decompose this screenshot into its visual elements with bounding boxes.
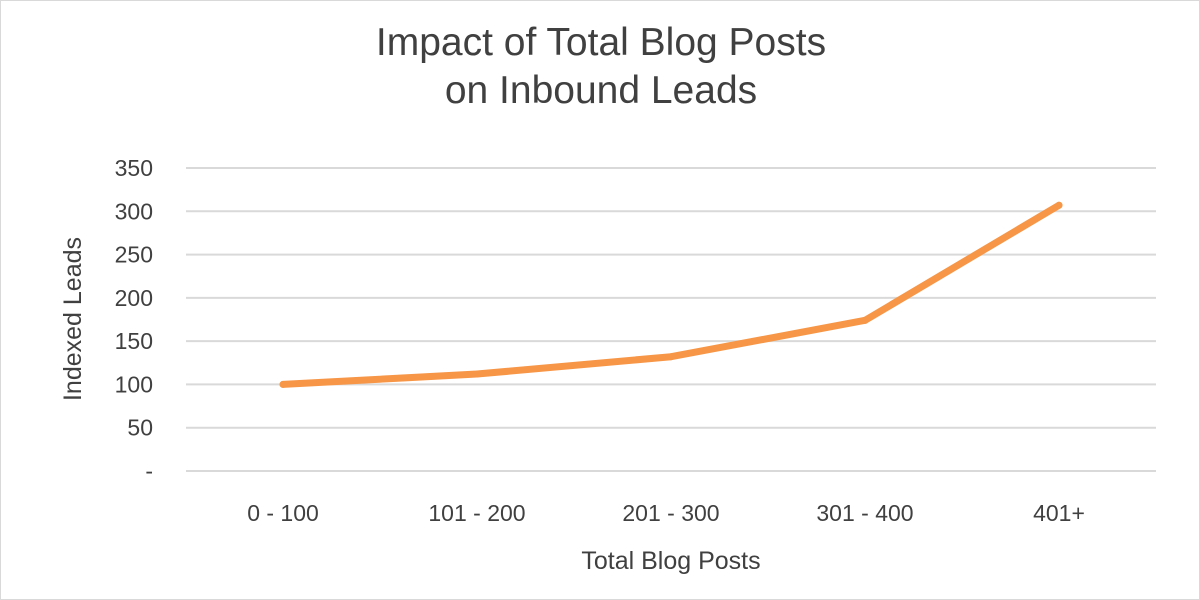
data-point xyxy=(279,380,287,388)
y-tick-label: - xyxy=(145,458,153,484)
data-point xyxy=(473,370,481,378)
chart-title-line-1: Impact of Total Blog Posts xyxy=(375,21,827,64)
x-tick-label: 0 - 100 xyxy=(247,500,319,526)
chart-title: Impact of Total Blog Posts on Inbound Le… xyxy=(1,19,1200,115)
x-tick-label: 201 - 300 xyxy=(622,500,719,526)
series-group xyxy=(279,201,1063,388)
data-point xyxy=(667,353,675,361)
x-tick-label: 301 - 400 xyxy=(816,500,913,526)
x-tick-label: 401+ xyxy=(1033,500,1085,526)
y-axis-title: Indexed Leads xyxy=(59,237,87,401)
y-tick-label: 350 xyxy=(115,155,153,181)
gridlines xyxy=(186,167,1156,472)
data-point xyxy=(861,316,869,324)
y-tick-label: 250 xyxy=(115,242,153,268)
x-axis-tick-labels: 0 - 100 101 - 200 201 - 300 301 - 400 401+ xyxy=(247,500,1085,526)
chart-title-line-2: on Inbound Leads xyxy=(444,69,758,112)
x-tick-label: 101 - 200 xyxy=(428,500,525,526)
x-axis-title: Total Blog Posts xyxy=(581,547,760,575)
data-point xyxy=(1055,201,1063,209)
y-axis-tick-labels: - 50 100 150 200 250 300 350 xyxy=(115,155,153,484)
y-tick-label: 50 xyxy=(127,415,153,441)
y-tick-label: 100 xyxy=(115,371,153,397)
y-tick-label: 200 xyxy=(115,285,153,311)
y-tick-label: 300 xyxy=(115,198,153,224)
y-tick-label: 150 xyxy=(115,328,153,354)
